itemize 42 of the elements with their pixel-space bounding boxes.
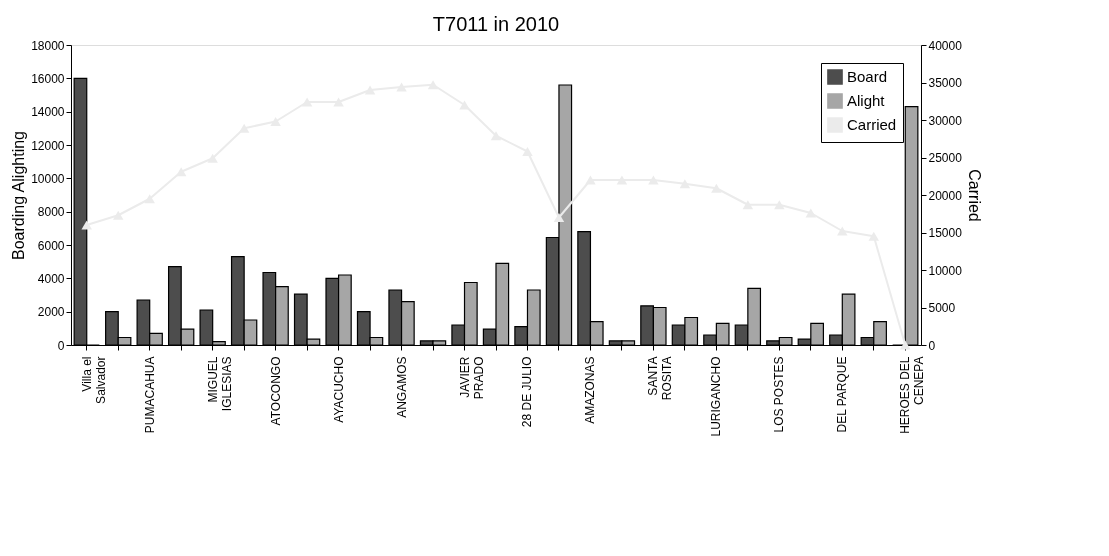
x-tick-label: MIGUEL IGLESIAS bbox=[205, 356, 234, 412]
x-tick-label: 28 DE JULIO bbox=[520, 356, 535, 428]
y2-axis-title: Carried bbox=[965, 169, 983, 222]
y-tick-label: 14000 bbox=[31, 105, 65, 120]
y-tick-label: 4000 bbox=[37, 271, 65, 286]
y-tick-label: 10000 bbox=[31, 171, 65, 186]
y2-tick-label: 35000 bbox=[928, 76, 963, 90]
x-tick-label: Villa el Salvador bbox=[79, 356, 108, 404]
y-tick-label: 16000 bbox=[31, 71, 65, 86]
legend-label: Alight bbox=[847, 92, 886, 109]
y-axis-title: Boarding Alighting bbox=[10, 131, 28, 260]
y-tick-label: 12000 bbox=[31, 138, 65, 153]
x-tick-label: DEL PARQUE bbox=[835, 356, 850, 433]
x-tick-label: ANGAMOS bbox=[394, 356, 409, 418]
x-tick-label: PUMACAHUA bbox=[142, 356, 157, 434]
x-tick-label: AYACUCHO bbox=[331, 356, 346, 423]
y2-tick-label: 40000 bbox=[928, 38, 963, 53]
x-tick-label: AMAZONAS bbox=[583, 356, 598, 424]
legend-label: Board bbox=[847, 68, 888, 85]
point bbox=[900, 340, 911, 350]
y2-tick-label: 5000 bbox=[928, 301, 956, 315]
y-tick-label: 0 bbox=[57, 338, 65, 353]
y-tick-label: 18000 bbox=[31, 38, 65, 53]
y2-tick-label: 15000 bbox=[928, 226, 963, 240]
point bbox=[553, 212, 565, 223]
x-tick-label: JAVIER PRADO bbox=[457, 356, 486, 400]
x-tick-label: HEROES DEL CENEPA bbox=[898, 356, 927, 434]
y-tick-label: 2000 bbox=[37, 305, 65, 320]
x-tick-label: LOS POSTES bbox=[772, 356, 787, 433]
y2-tick-label: 20000 bbox=[928, 188, 963, 203]
x-tick-label: SANTA ROSITA bbox=[646, 356, 675, 401]
x-tick-label: ATOCONGO bbox=[268, 356, 283, 426]
y-tick-label: 8000 bbox=[37, 205, 65, 220]
x-tick-label: LURIGANCHO bbox=[709, 356, 724, 437]
chart-title: T7011 in 2010 bbox=[432, 13, 560, 35]
y2-tick-label: 25000 bbox=[928, 151, 963, 165]
legend-label: Carried bbox=[847, 116, 897, 133]
y2-tick-label: 0 bbox=[928, 338, 936, 353]
y2-tick-label: 30000 bbox=[928, 113, 963, 128]
y2-tick-label: 10000 bbox=[928, 263, 963, 278]
point bbox=[81, 220, 92, 230]
y-tick-label: 6000 bbox=[37, 238, 65, 253]
